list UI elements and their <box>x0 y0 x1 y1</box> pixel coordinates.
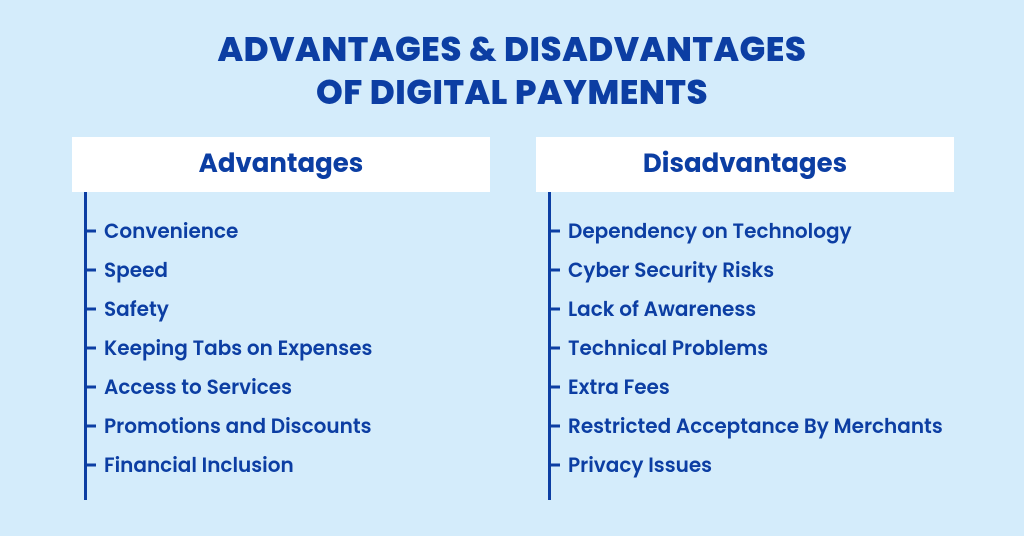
list-item: Access to Services <box>104 375 490 399</box>
advantages-list: Convenience Speed Safety Keeping Tabs on… <box>70 192 490 500</box>
list-item: Cyber Security Risks <box>568 258 954 282</box>
disadvantages-list: Dependency on Technology Cyber Security … <box>534 192 954 500</box>
list-item: Privacy Issues <box>568 453 954 477</box>
disadvantages-header-label: Disadvantages <box>643 146 847 182</box>
advantages-header: Advantages <box>72 137 490 192</box>
disadvantages-header: Disadvantages <box>536 137 954 192</box>
list-item: Dependency on Technology <box>568 219 954 243</box>
list-item: Lack of Awareness <box>568 297 954 321</box>
list-item: Convenience <box>104 219 490 243</box>
list-item: Financial Inclusion <box>104 453 490 477</box>
disadvantages-column: Disadvantages Dependency on Technology C… <box>534 137 954 500</box>
list-item: Technical Problems <box>568 336 954 360</box>
title-line-2: OF DIGITAL PAYMENTS <box>316 68 708 116</box>
columns-container: Advantages Convenience Speed Safety Keep… <box>70 137 954 500</box>
advantages-header-label: Advantages <box>199 146 364 182</box>
page-title: ADVANTAGES & DISADVANTAGES OF DIGITAL PA… <box>70 28 954 113</box>
list-item: Promotions and Discounts <box>104 414 490 438</box>
list-item: Keeping Tabs on Expenses <box>104 336 490 360</box>
list-item: Speed <box>104 258 490 282</box>
title-line-1: ADVANTAGES & DISADVANTAGES <box>218 25 807 73</box>
list-item: Safety <box>104 297 490 321</box>
advantages-column: Advantages Convenience Speed Safety Keep… <box>70 137 490 500</box>
infographic-page: ADVANTAGES & DISADVANTAGES OF DIGITAL PA… <box>0 0 1024 536</box>
list-item: Restricted Acceptance By Merchants <box>568 414 954 438</box>
list-item: Extra Fees <box>568 375 954 399</box>
